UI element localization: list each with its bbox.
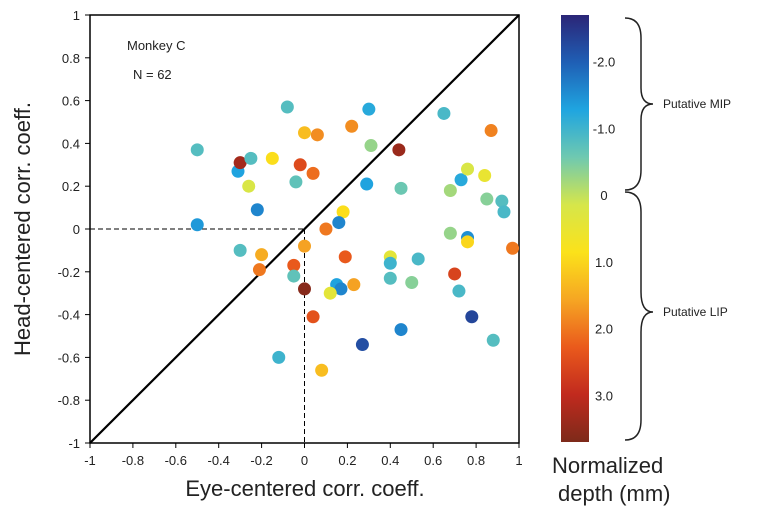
data-point (345, 120, 358, 133)
data-point (281, 101, 294, 114)
annotation-monkey: Monkey C (127, 38, 186, 53)
data-point (392, 143, 405, 156)
y-tick-label: 0.6 (62, 94, 80, 109)
x-tick-label: 0 (301, 453, 308, 468)
data-point (311, 128, 324, 141)
data-point (461, 235, 474, 248)
data-point (444, 227, 457, 240)
colorbar-tick-label: 2.0 (595, 322, 613, 337)
data-point (506, 242, 519, 255)
x-tick-label: 0.4 (381, 453, 399, 468)
data-point (298, 240, 311, 253)
data-point (307, 310, 320, 323)
annotation-n: N = 62 (133, 67, 172, 82)
x-tick-label: -0.6 (165, 453, 187, 468)
x-tick-label: 0.8 (467, 453, 485, 468)
lip-bracket (625, 192, 653, 440)
y-tick-label: -0.6 (58, 350, 80, 365)
data-point (364, 139, 377, 152)
colorbar-tick-label: 0 (600, 188, 607, 203)
lip-bracket-label: Putative LIP (663, 305, 728, 319)
data-point (294, 158, 307, 171)
colorbar-label-line1: Normalized (552, 453, 663, 478)
data-points (191, 101, 519, 377)
y-tick-label: 0.4 (62, 136, 80, 151)
x-axis-label: Eye-centered corr. coeff. (185, 476, 424, 501)
data-point (253, 263, 266, 276)
data-point (315, 364, 328, 377)
data-point (298, 126, 311, 139)
colorbar-label-line2: depth (mm) (558, 481, 670, 506)
y-tick-label: -0.4 (58, 308, 80, 323)
data-point (444, 184, 457, 197)
data-point (319, 223, 332, 236)
x-tick-label: 0.6 (424, 453, 442, 468)
data-point (412, 252, 425, 265)
mip-bracket-label: Putative MIP (663, 97, 731, 111)
y-tick-label: 1 (73, 8, 80, 23)
data-point (255, 248, 268, 261)
data-point (478, 169, 491, 182)
colorbar (561, 15, 589, 442)
colorbar-tick-label: -1.0 (593, 121, 615, 136)
colorbar-tick-label: 3.0 (595, 388, 613, 403)
data-point (298, 282, 311, 295)
data-point (461, 163, 474, 176)
data-point (465, 310, 478, 323)
data-point (324, 287, 337, 300)
data-point (495, 195, 508, 208)
data-point (485, 124, 498, 137)
data-point (251, 203, 264, 216)
y-tick-label: -0.2 (58, 265, 80, 280)
colorbar-tick-label: -2.0 (593, 55, 615, 70)
colorbar-ticks: -2.0 -1.0 0 1.0 2.0 3.0 (593, 55, 615, 404)
data-point (497, 205, 510, 218)
data-point (244, 152, 257, 165)
data-point (360, 178, 373, 191)
data-point (452, 285, 465, 298)
colorbar-tick-label: 1.0 (595, 255, 613, 270)
data-point (272, 351, 285, 364)
data-point (384, 272, 397, 285)
data-point (395, 182, 408, 195)
data-point (384, 257, 397, 270)
y-axis-ticks: 1 0.8 0.6 0.4 0.2 0 -0.2 -0.4 -0.6 -0.8 -1 (58, 8, 90, 451)
x-tick-label: -0.8 (122, 453, 144, 468)
data-point (266, 152, 279, 165)
data-point (242, 180, 255, 193)
x-tick-label: -1 (84, 453, 96, 468)
data-point (191, 143, 204, 156)
data-point (307, 167, 320, 180)
data-point (480, 193, 493, 206)
x-tick-label: -0.2 (250, 453, 272, 468)
mip-bracket (625, 18, 653, 190)
data-point (356, 338, 369, 351)
x-tick-label: -0.4 (207, 453, 229, 468)
data-point (487, 334, 500, 347)
data-point (234, 244, 247, 257)
x-axis-ticks: -1 -0.8 -0.6 -0.4 -0.2 0 0.2 0.4 0.6 0.8 1 (84, 443, 522, 468)
data-point (362, 103, 375, 116)
data-point (405, 276, 418, 289)
y-tick-label: 0 (73, 222, 80, 237)
data-point (287, 270, 300, 283)
data-point (332, 216, 345, 229)
x-tick-label: 0.2 (338, 453, 356, 468)
data-point (448, 267, 461, 280)
y-axis-label: Head-centered corr. coeff. (10, 102, 35, 356)
data-point (347, 278, 360, 291)
y-tick-label: -0.8 (58, 393, 80, 408)
y-tick-label: 0.2 (62, 179, 80, 194)
data-point (437, 107, 450, 120)
x-tick-label: 1 (515, 453, 522, 468)
data-point (395, 323, 408, 336)
y-tick-label: 0.8 (62, 51, 80, 66)
data-point (289, 175, 302, 188)
y-tick-label: -1 (68, 436, 80, 451)
data-point (191, 218, 204, 231)
data-point (339, 250, 352, 263)
